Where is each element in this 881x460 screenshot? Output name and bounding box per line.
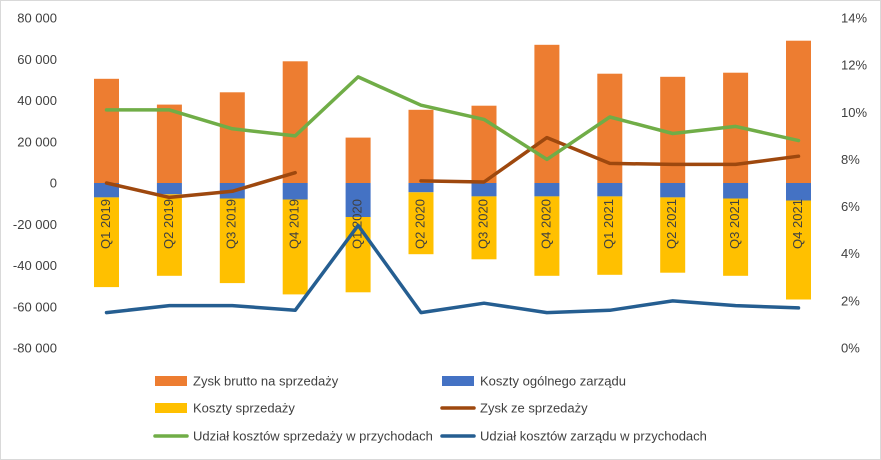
- bar-zysk-brutto-na-sprzedazy-q3-2019: [219, 92, 245, 184]
- right-axis-tick-label: 6%: [841, 199, 860, 214]
- legend-item-koszty-sprzedazy: Koszty sprzedaży: [155, 401, 295, 416]
- category-label: Q2 2021: [664, 199, 679, 249]
- bar-koszty-sprzedazy-q2-2021: [660, 197, 686, 273]
- legend-label: Zysk ze sprzedaży: [480, 401, 588, 416]
- bar-zysk-brutto-na-sprzedazy-q4-2019: [282, 61, 308, 183]
- right-axis-tick-label: 4%: [841, 246, 860, 261]
- bars-layer: [94, 40, 811, 300]
- right-axis-tick-label: 12%: [841, 58, 867, 73]
- left-axis-tick-label: 60 000: [17, 52, 57, 67]
- legend-label: Udział kosztów sprzedaży w przychodach: [193, 429, 433, 444]
- right-axis-tick-label: 8%: [841, 152, 860, 167]
- right-axis-tick-label: 10%: [841, 105, 867, 120]
- bar-koszty-ogolnego-zarzadu-q3-2020: [471, 183, 497, 197]
- left-axis-tick-label: -40 000: [13, 258, 57, 273]
- legend-item-udzial-kosztow-sprzedazy-w-przychodach: Udział kosztów sprzedaży w przychodach: [153, 429, 433, 444]
- legend-swatch: [442, 376, 474, 386]
- right-axis-tick-label: 0%: [841, 341, 860, 356]
- legend-label: Zysk brutto na sprzedaży: [193, 374, 339, 389]
- bar-koszty-ogolnego-zarzadu-q2-2019: [156, 183, 182, 195]
- bar-koszty-ogolnego-zarzadu-q3-2021: [723, 183, 749, 199]
- bar-koszty-ogolnego-zarzadu-q1-2019: [94, 183, 119, 198]
- bar-zysk-brutto-na-sprzedazy-q1-2020: [345, 137, 371, 183]
- legend-item-udzial-kosztow-zarzadu-w-przychodach: Udział kosztów zarządu w przychodach: [440, 429, 707, 444]
- bar-koszty-sprzedazy-q1-2021: [597, 196, 623, 275]
- left-axis-tick-label: 80 000: [17, 11, 57, 26]
- bar-koszty-ogolnego-zarzadu-q1-2021: [597, 183, 623, 197]
- category-label: Q4 2019: [287, 199, 302, 249]
- bar-koszty-ogolnego-zarzadu-q2-2021: [660, 183, 686, 198]
- bar-koszty-sprzedazy-q1-2019: [94, 197, 119, 288]
- bar-koszty-ogolnego-zarzadu-q2-2020: [408, 183, 434, 193]
- bar-koszty-sprzedazy-q2-2020: [408, 192, 434, 255]
- bar-koszty-sprzedazy-q3-2019: [219, 198, 245, 284]
- left-axis-tick-label: 20 000: [17, 134, 57, 149]
- right-axis-tick-label: 2%: [841, 293, 860, 308]
- lines-layer: [104, 75, 801, 315]
- left-axis-tick-label: -20 000: [13, 217, 57, 232]
- left-axis-tick-label: -60 000: [13, 299, 57, 314]
- bar-koszty-sprzedazy-q2-2019: [156, 194, 182, 276]
- legend-label: Koszty sprzedaży: [193, 401, 295, 416]
- line-zysk-ze-sprzedazy-segment-1: [104, 170, 297, 200]
- bar-koszty-sprzedazy-q4-2020: [534, 196, 560, 276]
- legend-item-zysk-ze-sprzedazy: Zysk ze sprzedaży: [440, 401, 588, 416]
- legend-label: Koszty ogólnego zarządu: [480, 374, 626, 389]
- legend-item-zysk-brutto-na-sprzedazy: Zysk brutto na sprzedaży: [155, 374, 339, 389]
- line-zysk-ze-sprzedazy-segment-2: [419, 135, 801, 184]
- legend-item-koszty-ogolnego-zarzadu: Koszty ogólnego zarządu: [442, 374, 626, 389]
- bar-zysk-brutto-na-sprzedazy-q2-2020: [408, 109, 434, 183]
- bar-koszty-sprzedazy-q1-2020: [345, 217, 371, 293]
- category-label: Q1 2019: [98, 199, 113, 249]
- bar-zysk-brutto-na-sprzedazy-q1-2019: [94, 78, 119, 183]
- left-axis-tick-label: 0: [50, 176, 57, 191]
- bar-zysk-brutto-na-sprzedazy-q2-2019: [156, 104, 182, 183]
- legend: Zysk brutto na sprzedaży Koszty ogólnego …: [153, 374, 707, 444]
- category-label: Q1 2020: [350, 199, 365, 249]
- bar-koszty-sprzedazy-q4-2019: [282, 199, 308, 295]
- category-labels: Q1 2019 Q2 2019 Q3 2019 Q4 2019 Q1 2020 Q2 20…: [98, 199, 805, 249]
- legend-label: Udział kosztów zarządu w przychodach: [480, 429, 707, 444]
- line-udzial-kosztow-zarzadu-w-przychodach: [104, 223, 801, 315]
- bar-koszty-ogolnego-zarzadu-q4-2019: [282, 183, 308, 200]
- bar-zysk-brutto-na-sprzedazy-q1-2021: [597, 73, 623, 183]
- category-label: Q4 2021: [790, 199, 805, 249]
- left-axis-ticks: -80 000 -60 000 -40 000 -20 000 0 20 000 40 00…: [13, 11, 57, 356]
- category-label: Q3 2021: [727, 199, 742, 249]
- right-axis-tick-label: 14%: [841, 11, 867, 26]
- category-label: Q3 2020: [475, 199, 490, 249]
- left-axis-tick-label: 40 000: [17, 93, 57, 108]
- legend-swatch: [155, 403, 187, 413]
- right-axis-ticks: 0% 2% 4% 6% 8% 10% 12% 14%: [841, 11, 867, 356]
- category-label: Q4 2020: [538, 199, 553, 249]
- category-label: Q3 2019: [224, 199, 239, 249]
- bar-zysk-brutto-na-sprzedazy-q4-2020: [534, 44, 560, 183]
- category-label: Q2 2020: [412, 199, 427, 249]
- category-label: Q1 2021: [601, 199, 616, 249]
- bar-koszty-sprzedazy-q3-2020: [471, 196, 497, 260]
- bar-zysk-brutto-na-sprzedazy-q4-2021: [786, 40, 811, 184]
- bar-koszty-ogolnego-zarzadu-q4-2020: [534, 183, 560, 197]
- line-udzial-kosztow-sprzedazy-w-przychodach: [104, 75, 801, 162]
- bar-koszty-ogolnego-zarzadu-q4-2021: [786, 183, 811, 201]
- bar-koszty-sprzedazy-q3-2021: [723, 198, 749, 276]
- legend-swatch: [155, 376, 187, 386]
- bar-koszty-sprzedazy-q4-2021: [786, 200, 811, 300]
- left-axis-tick-label: -80 000: [13, 341, 57, 356]
- category-label: Q2 2019: [161, 199, 176, 249]
- bar-koszty-ogolnego-zarzadu-q1-2020: [345, 183, 371, 217]
